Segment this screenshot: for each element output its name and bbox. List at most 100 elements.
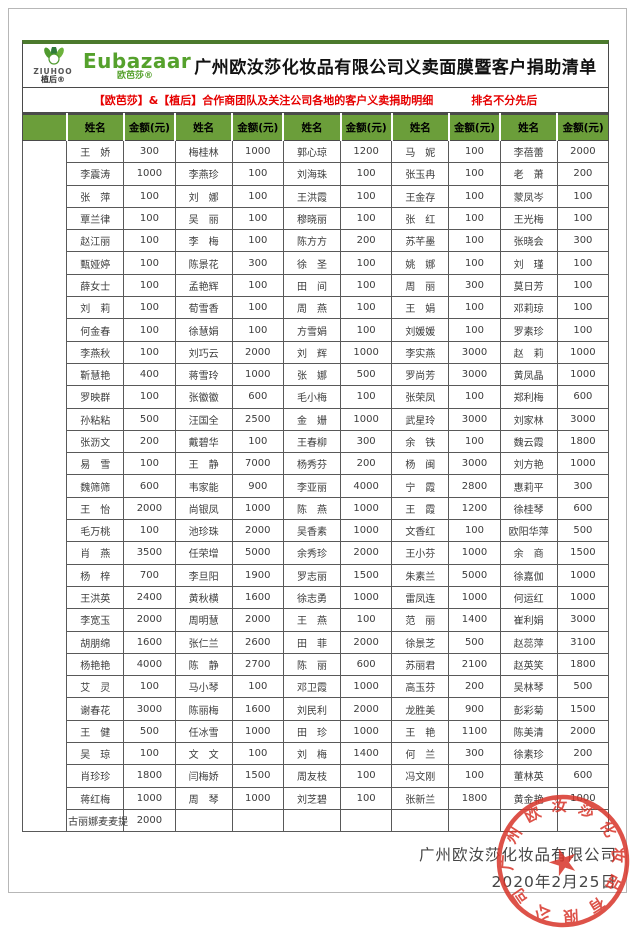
amount-cell: 100: [448, 519, 501, 543]
amount-cell: 100: [231, 296, 284, 320]
amount-cell: 1000: [231, 362, 284, 387]
table-row: 王 娇 300 梅桂林 1000 郭心琼 1200 马 妮 100 李蓓蕾 2000: [21, 139, 610, 833]
amount-cell: 100: [340, 385, 393, 409]
name-cell: 池珍珠: [174, 519, 233, 543]
amount-cell: 1500: [340, 563, 393, 587]
amount-cell: 4000: [123, 652, 176, 677]
name-cell: 郑利梅: [499, 385, 558, 409]
amount-cell: 3000: [448, 362, 501, 387]
amount-cell: [556, 808, 610, 833]
side-column: [21, 139, 68, 833]
amount-cell: 100: [556, 184, 610, 208]
amount-cell: 2000: [340, 630, 393, 654]
name-cell: 荀雪香: [174, 296, 233, 320]
amount-cell: 500: [556, 675, 610, 699]
amount-cell: 100: [231, 273, 284, 298]
amount-cell: 2100: [448, 652, 501, 677]
name-cell: 刘民利: [282, 697, 342, 721]
name-cell: 刘芝碧: [282, 786, 342, 810]
name-cell: 王 静: [174, 452, 233, 476]
name-cell: 姚 娜: [391, 251, 450, 275]
amount-cell: 3000: [448, 452, 501, 476]
amount-cell: 200: [556, 162, 610, 186]
name-cell: 陈 静: [174, 652, 233, 677]
name-cell: 马小琴: [174, 675, 233, 699]
amount-cell: 600: [556, 385, 610, 409]
name-cell: 惠莉平: [499, 474, 558, 498]
amount-cell: 3000: [448, 407, 501, 431]
amount-cell: 2000: [123, 808, 176, 833]
name-cell: 张徽徽: [174, 385, 233, 409]
amount-cell: 100: [123, 273, 176, 298]
name-cell: 徐素珍: [499, 742, 558, 766]
amount-cell: 2000: [123, 608, 176, 632]
amount-cell: 200: [448, 675, 501, 699]
name-cell: 孙粘粘: [66, 407, 125, 431]
amount-cell: 300: [448, 742, 501, 766]
name-cell: 王 霞: [391, 496, 450, 521]
amount-cell: 1000: [231, 139, 284, 164]
name-cell: 古丽娜麦麦提: [66, 808, 128, 833]
amount-cell: 500: [123, 719, 176, 744]
name-cell: 王 艳: [391, 719, 450, 744]
name-cell: 刘媛媛: [391, 318, 450, 342]
name-cell: 张 红: [391, 206, 450, 231]
amount-cell: 1000: [340, 340, 393, 364]
amount-cell: 100: [448, 385, 501, 409]
amount-cell: 3000: [556, 608, 610, 632]
amount-cell: 1100: [448, 719, 501, 744]
amount-cell: 1000: [340, 496, 393, 521]
name-cell: 李亚丽: [282, 474, 342, 498]
amount-cell: 600: [556, 496, 610, 521]
amount-cell: 100: [123, 340, 176, 364]
amount-cell: 500: [448, 630, 501, 654]
name-cell: 李实燕: [391, 340, 450, 364]
name-cell: 李旦阳: [174, 563, 233, 587]
amount-cell: 100: [448, 318, 501, 342]
ziuhoo-logo: ZIUHOO 植后®: [27, 45, 79, 85]
name-cell: 刘 莉: [66, 296, 125, 320]
name-cell: 苏芊墨: [391, 229, 450, 253]
name-cell: 何金春: [66, 318, 125, 342]
table-row: 赵江丽 100 李 梅 100 陈方方 200 苏芊墨 100 张晓会 300: [23, 229, 610, 253]
name-cell: 赵蕊萍: [499, 630, 558, 654]
name-cell: 张 娜: [282, 362, 342, 387]
table-row: 薛女士 100 孟艳辉 100 田 间 100 周 丽 300 莫日芳 100: [23, 273, 610, 298]
amount-cell: 1000: [231, 786, 284, 810]
amount-cell: 100: [340, 608, 393, 632]
name-cell: 肖 燕: [66, 541, 125, 565]
name-cell: 范 丽: [391, 608, 450, 632]
table-row: 魏筛筛 600 韦家能 900 李亚丽 4000 宁 霞 2800 惠莉平 300: [23, 474, 610, 498]
name-cell: 李宽玉: [66, 608, 125, 632]
amount-cell: 3000: [556, 407, 610, 431]
name-cell: 易 雪: [66, 452, 125, 476]
subtitle-detail: 【欧芭莎】&【植后】合作商团队及关注公司各地的客户义卖捐助明细: [93, 94, 434, 107]
amount-cell: 200: [556, 742, 610, 766]
name-cell: 高玉芬: [391, 675, 450, 699]
name-header: 姓名: [282, 113, 342, 141]
name-header: 姓名: [65, 113, 125, 141]
name-cell: 徐慧娟: [174, 318, 233, 342]
table-row: 蒋红梅 1000 周 琴 1000 刘芝碧 100 张新兰 1800 黄金艳 1000: [23, 786, 610, 810]
footer-company: 广州欧汝莎化妆品有限公司: [418, 846, 617, 864]
name-cell: 尚银凤: [174, 496, 233, 521]
amount-cell: 1600: [231, 697, 284, 721]
table-row: 谢春花 3000 陈丽梅 1600 刘民利 2000 龙胜美 900 彭彩菊 1500: [23, 697, 610, 721]
name-header: 姓名: [499, 113, 559, 141]
name-cell: [174, 808, 233, 833]
amount-cell: 900: [448, 697, 501, 721]
amount-cell: 2600: [231, 630, 284, 654]
amount-cell: 100: [340, 273, 393, 298]
amount-cell: 1000: [340, 407, 393, 431]
name-cell: 余秀珍: [282, 541, 342, 565]
amount-cell: 1900: [231, 563, 284, 587]
table-row: 王 健 500 任冰雪 1000 田 珍 1000 王 艳 1100 陈美清 2000: [23, 719, 610, 744]
amount-cell: 100: [556, 206, 610, 231]
name-cell: 任冰雪: [174, 719, 233, 744]
name-cell: 张荣凤: [391, 385, 450, 409]
amount-cell: 3500: [123, 541, 176, 565]
amount-cell: 100: [123, 229, 176, 253]
amount-cell: 100: [340, 786, 393, 810]
amount-cell: 2000: [556, 139, 610, 164]
amount-cell: 2000: [231, 519, 284, 543]
